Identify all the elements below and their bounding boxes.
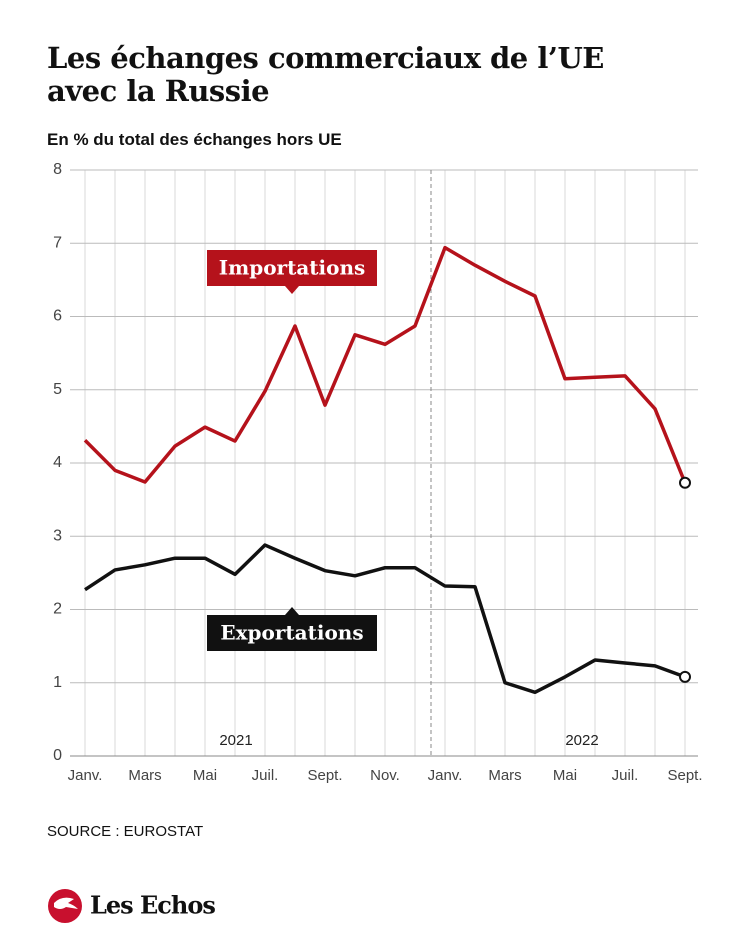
x-tick-label: Mars bbox=[128, 767, 161, 784]
y-tick-label: 6 bbox=[53, 308, 62, 325]
y-tick-label: 2 bbox=[53, 601, 62, 618]
x-tick-label: Mars bbox=[488, 767, 521, 784]
y-tick-label: 0 bbox=[53, 747, 62, 764]
y-tick-label: 1 bbox=[53, 674, 62, 691]
series-line bbox=[83, 245, 687, 484]
x-tick-label: Sept. bbox=[667, 767, 702, 784]
x-tick-label: Juil. bbox=[612, 767, 639, 784]
x-tick-label: Sept. bbox=[307, 767, 342, 784]
y-tick-label: 3 bbox=[53, 527, 62, 544]
y-tick-label: 4 bbox=[53, 454, 62, 471]
source: SOURCE : EUROSTAT bbox=[47, 823, 204, 840]
legend-label: Exportations bbox=[220, 621, 363, 645]
y-tick-label: 7 bbox=[53, 234, 62, 251]
end-marker bbox=[679, 476, 691, 489]
logo-bird bbox=[54, 897, 78, 909]
x-tick-label: Janv. bbox=[428, 767, 463, 784]
annotation: 2022 bbox=[565, 732, 598, 749]
legend-label: Importations bbox=[219, 256, 366, 280]
legend-pointer bbox=[285, 607, 299, 615]
x-tick-label: Juil. bbox=[252, 767, 279, 784]
legend-box bbox=[207, 250, 377, 286]
series-line bbox=[84, 543, 686, 695]
legend-box bbox=[207, 615, 377, 651]
x-tick-label: Mai bbox=[553, 767, 577, 784]
chart-title: Les échanges commerciaux de l’UE avec la… bbox=[47, 41, 604, 108]
x-tick-label: Nov. bbox=[370, 767, 400, 784]
x-tick-label: Janv. bbox=[68, 767, 103, 784]
legend-pointer bbox=[285, 286, 299, 294]
y-tick-label: 8 bbox=[53, 161, 62, 178]
logo-text: Les Echos bbox=[90, 891, 215, 920]
end-marker bbox=[679, 670, 691, 683]
x-tick-label: Mai bbox=[193, 767, 217, 784]
y-tick-label: 5 bbox=[53, 381, 62, 398]
annotation: 2021 bbox=[219, 732, 252, 749]
chart-subtitle: En % du total des échanges hors UE bbox=[47, 130, 342, 149]
